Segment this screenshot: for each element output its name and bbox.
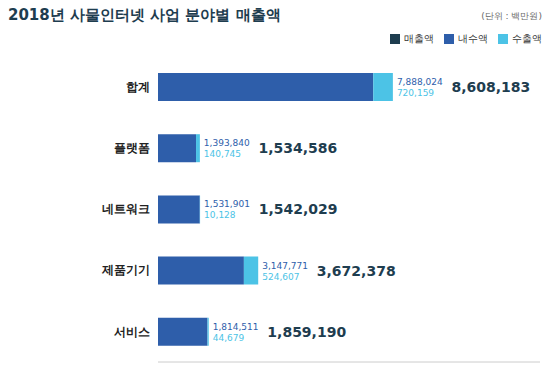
- html-text:수출액: 수출액: [512, 33, 542, 44]
- svg-text:네트워크: 네트워크: [102, 202, 150, 216]
- svg-text:제품기기: 제품기기: [101, 263, 150, 277]
- svg-text:서비스: 서비스: [114, 325, 150, 339]
- svg-text:720,159: 720,159: [397, 88, 434, 98]
- html-text:2018년 사물인터넷 사업 분야별 매출액: 2018년 사물인터넷 사업 분야별 매출액: [8, 6, 281, 24]
- html-text:(단위 : 백만원): (단위 : 백만원): [481, 11, 542, 21]
- svg-text:10,128: 10,128: [204, 210, 236, 220]
- svg-text:1,534,586: 1,534,586: [258, 140, 337, 156]
- svg-text:1,542,029: 1,542,029: [259, 201, 338, 217]
- svg-text:1,393,840: 1,393,840: [204, 138, 250, 148]
- svg-text:1,814,511: 1,814,511: [213, 322, 259, 332]
- svg-text:7,888,024: 7,888,024: [397, 77, 443, 87]
- svg-text:3,672,378: 3,672,378: [317, 263, 396, 279]
- svg-text:1,859,190: 1,859,190: [267, 324, 346, 340]
- svg-text:합계: 합계: [126, 80, 150, 94]
- svg-text:44,679: 44,679: [213, 333, 245, 343]
- svg-text:3,147,771: 3,147,771: [262, 261, 308, 271]
- svg-text:8,608,183: 8,608,183: [451, 79, 530, 95]
- html-text:매출액: 매출액: [404, 33, 434, 44]
- svg-text:플랫폼: 플랫폼: [114, 141, 150, 155]
- html-text:내수액: 내수액: [458, 33, 488, 44]
- svg-text:524,607: 524,607: [262, 272, 299, 282]
- svg-text:1,531,901: 1,531,901: [204, 199, 250, 209]
- svg-text:140,745: 140,745: [204, 149, 241, 159]
